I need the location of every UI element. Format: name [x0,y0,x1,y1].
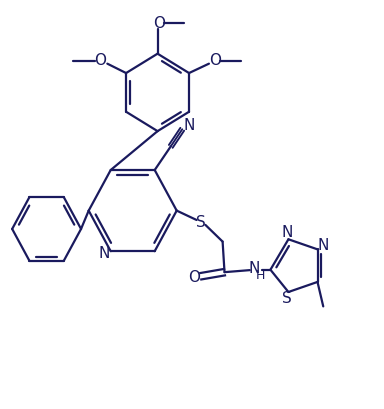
Text: N: N [318,238,329,253]
Text: O: O [188,270,200,285]
Text: S: S [195,215,205,229]
Text: O: O [94,53,106,68]
Text: N: N [183,118,194,133]
Text: N: N [281,225,293,240]
Text: N: N [98,246,109,261]
Text: N: N [248,261,260,276]
Text: O: O [154,16,166,31]
Text: S: S [282,292,292,306]
Text: H: H [256,269,265,281]
Text: O: O [209,53,222,68]
